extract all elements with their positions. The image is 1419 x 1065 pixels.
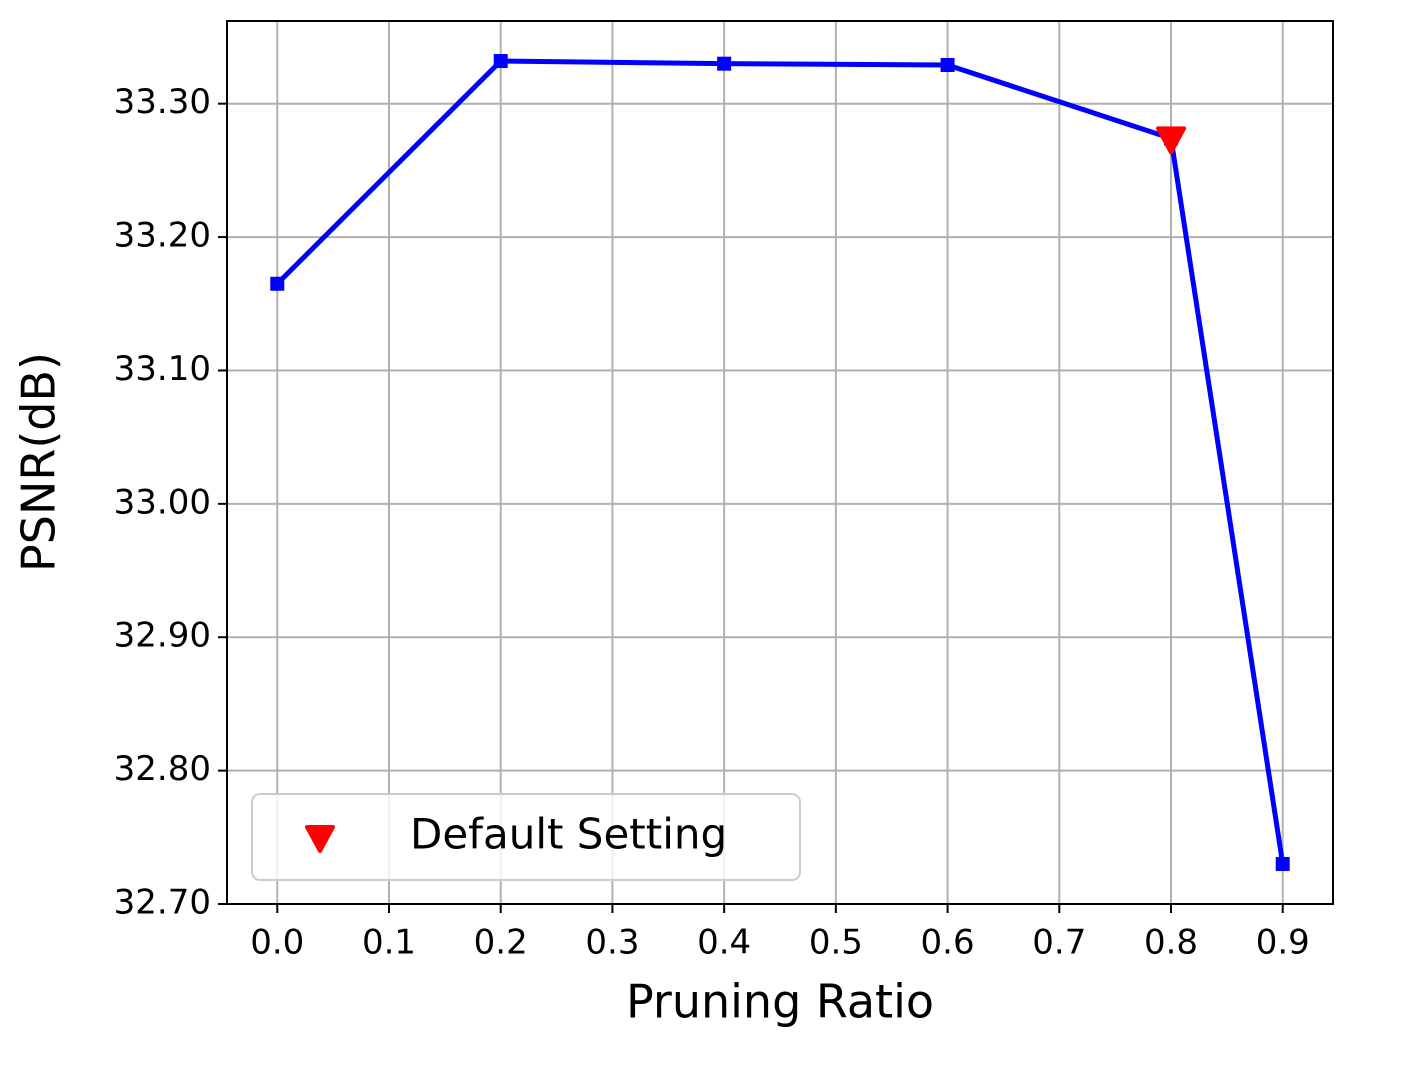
x-tick-label: 0.4 [697,923,751,963]
y-tick-label: 32.80 [114,749,211,789]
marker [493,54,508,69]
y-tick-label: 33.20 [114,216,211,256]
x-tick-label: 0.0 [250,923,304,963]
x-tick-label: 0.5 [809,923,863,963]
y-tick-label: 33.00 [114,482,211,522]
y-axis-label: PSNR(dB) [12,352,66,572]
x-tick-label: 0.3 [585,923,639,963]
marker [305,825,335,853]
marker [1275,856,1290,871]
x-tick-label: 0.9 [1256,923,1310,963]
marker [1156,126,1187,155]
marker [270,276,285,291]
y-tick-label: 32.70 [114,883,211,923]
x-tick-label: 0.7 [1032,923,1086,963]
x-axis-label: Pruning Ratio [626,975,934,1029]
series-line [275,58,1286,865]
x-tick-label: 0.2 [474,923,528,963]
legend-label: Default Setting [410,810,727,859]
marker [717,56,732,71]
y-tick-label: 32.90 [114,616,211,656]
legend-box [251,793,801,881]
x-tick-label: 0.8 [1144,923,1198,963]
plot-frame [226,20,1334,905]
x-tick-label: 0.6 [921,923,975,963]
x-tick-label: 0.1 [362,923,416,963]
marker [940,58,955,73]
y-tick-label: 33.30 [114,82,211,122]
y-tick-label: 33.10 [114,349,211,389]
